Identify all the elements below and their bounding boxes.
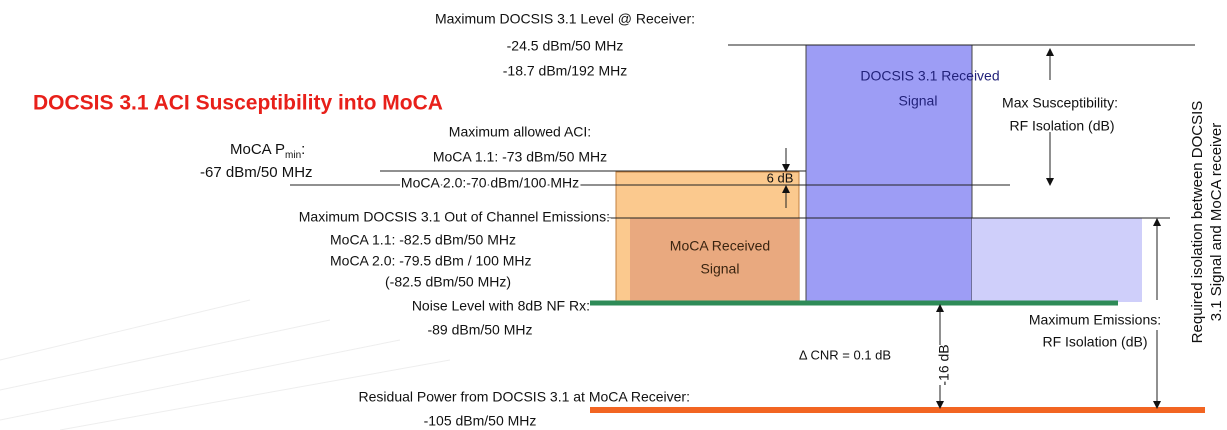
label: 6 dB [767,170,794,185]
label: -89 dBm/50 MHz [427,322,532,338]
label: MoCA Pmin: [230,141,305,161]
label: Residual Power from DOCSIS 3.1 at MoCA R… [359,389,690,405]
docsis-signal-block [805,44,973,303]
label: -24.5 dBm/50 MHz [507,38,624,54]
emission-block [972,218,1142,302]
label: MoCA 1.1: -82.5 dBm/50 MHz [330,232,516,248]
label: DOCSIS 3.1 Received [860,68,999,84]
label: MoCA 2.0:-70 dBm/100 MHz [401,175,579,191]
label: MoCA 1.1: -73 dBm/50 MHz [433,149,607,165]
label: RF Isolation (dB) [1042,334,1147,350]
background-lines [0,299,451,430]
label: MoCA P [230,141,285,158]
label: -67 dBm/50 MHz [200,164,313,181]
label: 3.1 Signal and MoCA receiver [1208,123,1225,321]
label: Signal [899,93,938,109]
label: : [301,141,305,158]
label: Required isolation between DOCSIS [1189,101,1206,344]
label: Signal [701,261,740,277]
label: -16 dB [936,344,952,385]
title: DOCSIS 3.1 ACI Susceptibility into MoCA [33,92,443,115]
label: Maximum Emissions: [1029,312,1161,328]
label: Noise Level with 8dB NF Rx: [412,298,590,314]
label: -105 dBm/50 MHz [424,413,537,429]
label: Max Susceptibility: [1002,95,1118,111]
label: Maximum DOCSIS 3.1 Out of Channel Emissi… [299,209,610,225]
label: (-82.5 dBm/50 MHz) [385,274,511,290]
label: -18.7 dBm/192 MHz [503,63,628,79]
label: RF Isolation (dB) [1009,118,1114,134]
label: Maximum allowed ACI: [449,124,591,140]
moca-inner-block [630,218,799,302]
label: MoCA 2.0: -79.5 dBm / 100 MHz [330,253,532,269]
label: min [285,150,301,161]
label: Δ CNR = 0.1 dB [799,347,891,362]
label: Maximum DOCSIS 3.1 Level @ Receiver: [435,11,695,27]
label: MoCA Received [670,238,770,254]
